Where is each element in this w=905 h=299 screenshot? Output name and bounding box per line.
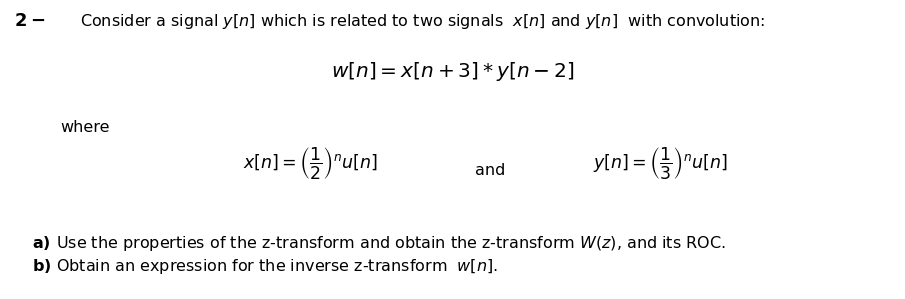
Text: $x[n] = \left(\dfrac{1}{2}\right)^{n} u[n]$: $x[n] = \left(\dfrac{1}{2}\right)^{n} u[… [243,145,377,181]
Text: $\mathbf{a)}$: $\mathbf{a)}$ [32,234,51,252]
Text: $\mathbf{b)}$: $\mathbf{b)}$ [32,257,52,275]
Text: where: where [60,120,110,135]
Text: $w[n] = x[n+3] * y[n-2]$: $w[n] = x[n+3] * y[n-2]$ [330,60,575,83]
Text: and: and [475,163,505,178]
Text: $\mathbf{2-}$: $\mathbf{2-}$ [14,12,45,30]
Text: Use the properties of the z-transform and obtain the z-transform $W(z)$, and its: Use the properties of the z-transform an… [56,234,726,253]
Text: Obtain an expression for the inverse z-transform  $w[n]$.: Obtain an expression for the inverse z-t… [56,257,498,276]
Text: $y[n] = \left(\dfrac{1}{3}\right)^{n} u[n]$: $y[n] = \left(\dfrac{1}{3}\right)^{n} u[… [593,145,728,181]
Text: Consider a signal $y[n]$ which is related to two signals  $x[n]$ and $y[n]$  wit: Consider a signal $y[n]$ which is relate… [80,12,766,31]
